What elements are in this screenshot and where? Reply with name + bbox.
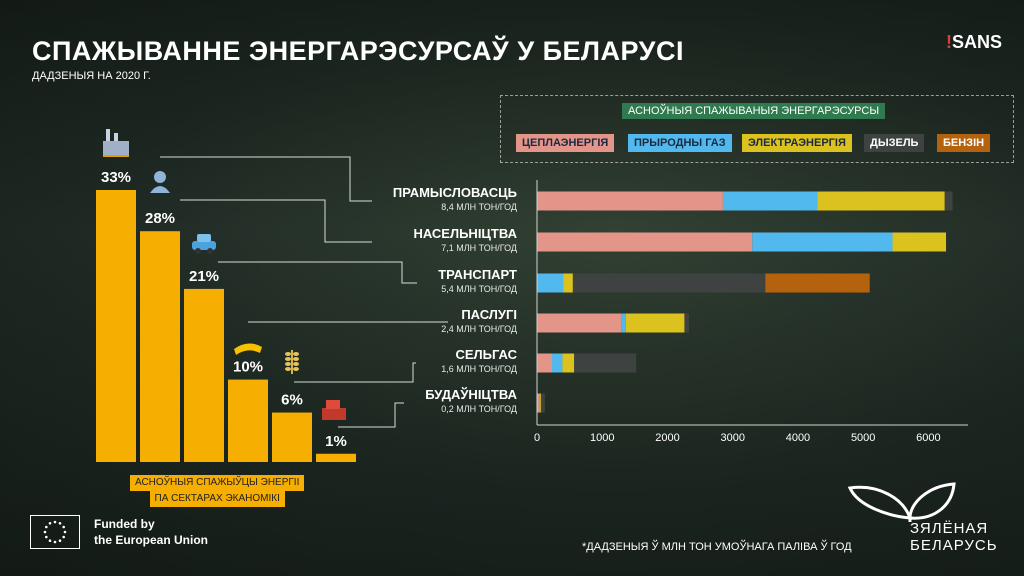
category-label: ТРАНСПАРТ — [438, 267, 517, 282]
left-chart-caption: АСНОЎНЫЯ СПАЖЫЎЦЫ ЭНЕРГІІ ПА СЕКТАРАХ ЭК… — [130, 475, 305, 507]
connector-line — [338, 402, 404, 428]
car-icon — [192, 234, 216, 254]
legend-title: АСНОЎНЫЯ СПАЖЫВАНЫЯ ЭНЕРГАРЭСУРСЫ — [622, 103, 886, 119]
page-subtitle: ДАДЗЕНЫЯ НА 2020 Г. — [32, 70, 151, 82]
stacked-bar-segment — [892, 232, 947, 252]
hands-icon — [234, 343, 262, 355]
bricks-icon — [322, 400, 346, 420]
left-bar-label: 1% — [325, 433, 347, 450]
x-tick-label: 6000 — [916, 432, 940, 444]
wheat-icon — [285, 350, 299, 374]
x-tick-label: 1000 — [590, 432, 614, 444]
category-note: 7,1 МЛН ТОН/ГОД — [441, 243, 517, 253]
left-bar-label: 6% — [281, 392, 303, 409]
left-bar — [140, 231, 180, 462]
category-note: 1,6 МЛН ТОН/ГОД — [441, 364, 517, 374]
category-label: НАСЕЛЬНІЦТВА — [413, 226, 517, 241]
legend: АСНОЎНЫЯ СПАЖЫВАНЫЯ ЭНЕРГАРЭСУРСЫ ЦЕПЛАЭ… — [500, 95, 1014, 163]
left-bar — [272, 412, 312, 462]
factory-icon — [103, 129, 129, 157]
connector-line — [180, 199, 372, 243]
left-bar-label: 10% — [233, 359, 263, 376]
zb-line-2: БЕЛАРУСЬ — [910, 537, 998, 554]
eu-flag-icon — [30, 515, 80, 549]
page-title: СПАЖЫВАННЕ ЭНЕРГАРЭСУРСАЎ У БЕЛАРУСІ — [32, 36, 684, 66]
category-note: 5,4 МЛН ТОН/ГОД — [441, 284, 517, 294]
eu-text: Funded by the European Union — [94, 516, 208, 548]
connector-line — [218, 261, 417, 284]
left-bar — [96, 190, 136, 462]
stacked-bar-segment — [537, 393, 539, 413]
stacked-bar-segment — [574, 353, 637, 373]
stacked-bar-segment — [572, 273, 766, 293]
zb-logo-text: ЗЯЛЁНАЯ БЕЛАРУСЬ — [910, 520, 998, 554]
x-tick-label: 4000 — [786, 432, 810, 444]
stacked-bar-segment — [562, 353, 575, 373]
eu-funding: Funded by the European Union — [30, 515, 208, 549]
caption-line-1: АСНОЎНЫЯ СПАЖЫЎЦЫ ЭНЕРГІІ — [130, 475, 305, 491]
left-bar — [184, 288, 224, 462]
connector-line — [160, 156, 372, 202]
stacked-bar-segment — [765, 273, 870, 293]
stacked-bar-segment — [537, 313, 622, 333]
legend-heat: ЦЕПЛАЭНЕРГІЯ — [516, 134, 615, 152]
left-bar — [316, 453, 356, 462]
stacked-bar-segment — [537, 353, 553, 373]
stacked-bar-segment — [540, 393, 545, 413]
brand-bang: ! — [945, 32, 952, 52]
left-bar — [228, 379, 268, 462]
eu-text-line-1: Funded by — [94, 517, 155, 531]
caption-line-2: ПА СЕКТАРАХ ЭКАНОМІКІ — [149, 491, 285, 507]
stacked-bar-segment — [538, 393, 540, 413]
legend-electric: ЭЛЕКТРАЭНЕРГІЯ — [742, 134, 852, 152]
stacked-bar-segment — [537, 191, 723, 211]
x-tick-label: 0 — [534, 432, 540, 444]
left-bar-label: 21% — [189, 268, 219, 285]
x-tick-label: 3000 — [720, 432, 744, 444]
category-note: 8,4 МЛН ТОН/ГОД — [441, 202, 517, 212]
legend-diesel: ДЫЗЕЛЬ — [864, 134, 925, 152]
stacked-bar-segment — [552, 353, 563, 373]
stacked-bar-segment — [625, 313, 685, 333]
left-bar-label: 28% — [145, 210, 175, 227]
stacked-bar-segment — [537, 232, 753, 252]
connector-line — [294, 362, 416, 383]
stacked-bar-segment — [944, 191, 953, 211]
category-label: СЕЛЬГАС — [455, 347, 517, 362]
stacked-bar-segment — [752, 232, 893, 252]
sprout-logo-icon — [848, 482, 956, 522]
left-bar-label: 33% — [101, 169, 131, 186]
legend-petrol: БЕНЗІН — [937, 134, 991, 152]
stacked-bar-segment — [539, 393, 541, 413]
x-tick-label: 5000 — [851, 432, 875, 444]
stacked-bar-segment — [621, 313, 626, 333]
category-note: 0,2 МЛН ТОН/ГОД — [441, 404, 517, 414]
category-label: БУДАЎНІЦТВА — [425, 387, 517, 402]
brand-logo: !SANS — [946, 32, 1002, 53]
person-icon — [150, 171, 170, 193]
category-label: ПРАМЫСЛОВАСЦЬ — [393, 185, 517, 200]
eu-text-line-2: the European Union — [94, 533, 208, 547]
footnote: *ДАДЗЕНЫЯ Ў МЛН ТОН УМОЎНАГА ПАЛІВА Ў ГО… — [582, 541, 852, 553]
legend-gas: ПРЫРОДНЫ ГАЗ — [628, 134, 732, 152]
brand-name: SANS — [951, 32, 1002, 52]
stacked-bar-segment — [563, 273, 573, 293]
x-tick-label: 2000 — [655, 432, 679, 444]
category-label: ПАСЛУГІ — [461, 307, 517, 322]
stacked-bar-segment — [684, 313, 690, 333]
stacked-bar-segment — [722, 191, 818, 211]
zb-line-1: ЗЯЛЁНАЯ — [910, 520, 989, 537]
stacked-bar-segment — [537, 273, 564, 293]
category-note: 2,4 МЛН ТОН/ГОД — [441, 324, 517, 334]
stacked-bar-segment — [817, 191, 945, 211]
